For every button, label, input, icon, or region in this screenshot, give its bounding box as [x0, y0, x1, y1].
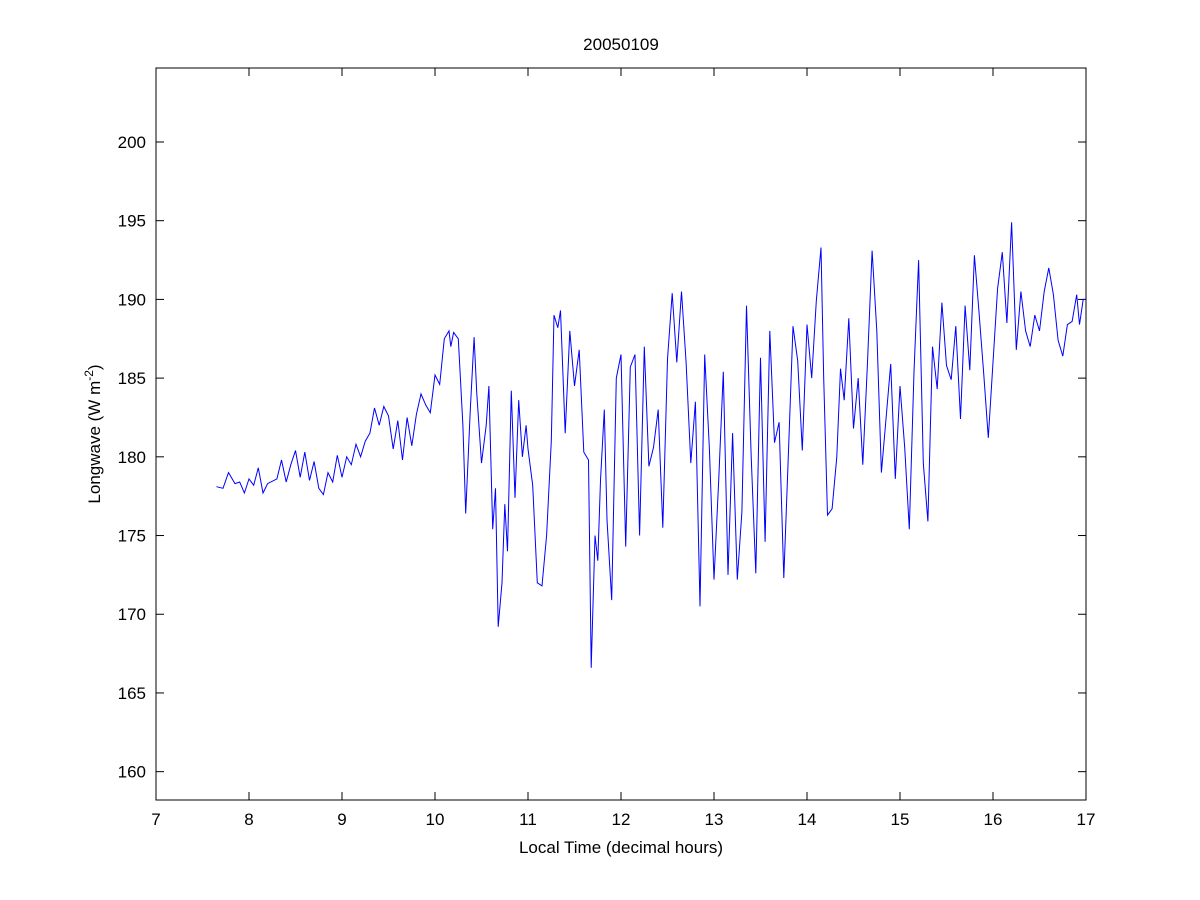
x-tick-label: 9 — [337, 810, 346, 829]
y-axis-label-sup: -2 — [82, 370, 96, 381]
x-tick-label: 11 — [519, 810, 537, 829]
x-axis-label: Local Time (decimal hours) — [519, 838, 723, 857]
x-tick-label: 17 — [1077, 810, 1096, 829]
x-tick-labels: 7 8 9 10 11 12 13 14 15 16 17 — [151, 810, 1095, 829]
y-axis-label-main: Longwave (W m — [85, 381, 104, 504]
y-tick-label: 175 — [118, 527, 146, 546]
y-tick-label: 195 — [118, 212, 146, 231]
x-tick-label: 13 — [705, 810, 724, 829]
chart-title: 20050109 — [583, 35, 659, 54]
y-axis-label: Longwave (W m-2) — [82, 364, 104, 503]
x-tick-label: 12 — [612, 810, 631, 829]
x-tick-label: 8 — [244, 810, 253, 829]
series-line-longwave — [216, 222, 1086, 668]
y-tick-label: 185 — [118, 369, 146, 388]
x-tick-label: 14 — [798, 810, 817, 829]
x-tick-label: 10 — [426, 810, 445, 829]
y-tick-labels: 160 165 170 175 180 185 190 195 200 — [118, 133, 146, 782]
x-tick-label: 15 — [891, 810, 910, 829]
y-tick-label: 160 — [118, 763, 146, 782]
axis-ticks — [155, 68, 1087, 800]
plot-box — [155, 67, 1087, 801]
x-tick-label: 16 — [984, 810, 1003, 829]
y-tick-label: 170 — [118, 605, 146, 624]
y-tick-label: 190 — [118, 290, 146, 309]
y-tick-label: 165 — [118, 684, 146, 703]
y-tick-label: 180 — [118, 448, 146, 467]
x-tick-label: 7 — [151, 810, 160, 829]
y-axis-label-end: ) — [85, 364, 104, 370]
y-tick-label: 200 — [118, 133, 146, 152]
